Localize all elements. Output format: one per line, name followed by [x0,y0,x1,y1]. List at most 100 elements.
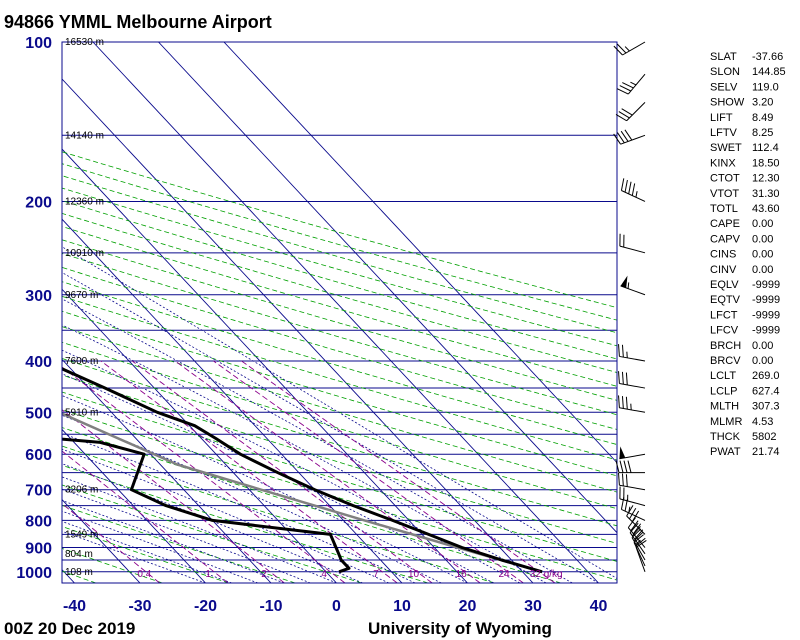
moist-adiabat [62,373,494,583]
height-label: 1549 m [65,529,98,540]
index-value: 3.20 [752,97,773,109]
height-label: 5910 m [65,407,98,418]
index-value: 119.0 [752,81,779,93]
index-value: -9999 [752,325,780,337]
pressure-tick-label: 300 [25,288,52,305]
index-name: MLMR [710,416,742,428]
index-name: CINV [710,264,737,276]
index-value: -37.66 [752,51,783,63]
pressure-tick-label: 400 [25,354,52,371]
moist-adiabat [62,448,390,583]
index-name: EQTV [710,294,741,306]
pressure-tick-label: 200 [25,195,52,212]
pressure-tick-label: 800 [25,513,52,530]
height-label: 7600 m [65,356,98,367]
height-label: 10910 m [65,248,104,259]
index-name: LFCV [710,325,739,337]
index-name: SLAT [710,51,737,63]
index-name: SLON [710,66,740,78]
mixing-ratio-line [100,360,398,583]
index-value: 0.00 [752,249,773,261]
pressure-tick-label: 600 [25,447,52,464]
barb-full [613,133,621,145]
barb-full [618,111,630,119]
barb-half [628,506,631,513]
barb-staff [619,383,646,389]
dry-adiabat [62,212,617,373]
index-value: 43.60 [752,203,780,215]
wind-barb [618,344,646,362]
mixing-ratio-label: 0.4 [137,569,151,580]
index-value: 144.85 [752,66,786,78]
wind-barb [635,540,647,572]
barb-staff [619,245,646,254]
plot-frame [61,41,618,584]
mixing-ratio-label: 7 [373,569,379,580]
height-label: 3206 m [65,485,98,496]
barb-full [627,460,632,473]
height-label: 108 m [65,567,93,578]
dry-adiabat [62,358,617,527]
barb-staff [619,355,646,362]
mixing-ratio-line [174,360,481,583]
barb-staff [626,102,646,122]
wind-barb [615,102,646,122]
index-name: MLTH [710,401,739,413]
barb-full [621,396,624,409]
barb-full [613,45,623,56]
isotherm-line [0,42,9,583]
dewpoint-profile [62,437,351,574]
barb-full [619,85,632,92]
moist-adiabat [62,298,573,583]
barb-full [631,528,642,538]
wind-barb [620,178,646,202]
moist-adiabat [62,530,206,583]
wind-barb [613,129,646,145]
barb-full [621,371,624,385]
barb-full [624,129,633,141]
index-name: SHOW [710,97,745,109]
wind-barb [618,472,646,491]
isotherm-line [223,42,617,464]
temperature-tick-label: -10 [259,598,282,615]
barb-full [616,43,627,54]
barb-full [616,88,629,95]
chart-title: 94866 YMML Melbourne Airport [4,12,272,32]
barb-full [623,460,628,473]
barb-full [624,179,628,193]
index-name: SWET [710,142,742,154]
index-value: 112.4 [752,142,779,154]
barb-staff [635,547,646,572]
barb-staff [626,515,646,535]
index-value: 0.00 [752,233,773,245]
isotherm-line [62,78,534,583]
index-value: 627.4 [752,385,780,397]
axis-labels: 0.4 1 2 4 7 10 16 24 32 g/kg10020030040050060070… [16,35,607,615]
index-value: 8.25 [752,127,773,139]
pressure-tick-label: 900 [25,541,52,558]
index-name: LFCT [710,309,738,321]
wind-barb [619,446,646,460]
dry-adiabat [62,326,617,493]
barb-full [615,113,627,122]
height-label: 14140 m [65,130,104,141]
mixing-ratio-line [62,503,160,583]
pressure-tick-label: 1000 [16,565,52,582]
index-name: SELV [710,81,738,93]
barb-staff [629,532,646,555]
stability-indices: SLAT -37.66 SLON 144.85 SELV 119.0 SHOW 3.20 LIF… [710,51,786,458]
barb-full [616,132,625,144]
barb-staff [621,190,646,202]
wind-barb [620,275,646,296]
wind-barbs [613,41,647,572]
index-name: LFTV [710,127,738,139]
dry-adiabat [62,163,617,321]
temperature-tick-label: 0 [332,598,341,615]
index-name: THCK [710,431,741,443]
index-name: BRCH [710,340,741,352]
dry-adiabat [62,295,617,461]
isotherm-line [62,498,141,583]
dry-adiabat [62,281,617,445]
barb-flag [619,446,626,459]
dry-adiabat [62,526,229,583]
